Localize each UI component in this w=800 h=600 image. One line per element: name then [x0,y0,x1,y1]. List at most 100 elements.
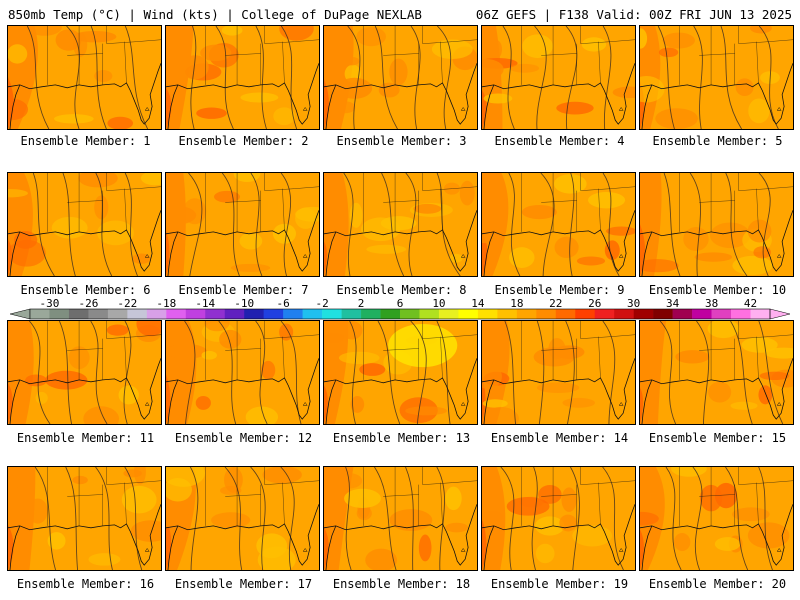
geopotential-contour [410,321,427,424]
state-border [106,26,161,44]
geopotential-contour [602,173,620,276]
colorbar-tick-label: 6 [396,297,404,310]
lake-okeechobee [144,547,150,552]
temperature-blob [230,263,271,272]
ensemble-member-label: Ensemble Member: 8 [336,283,467,297]
state-border [541,348,577,351]
colorbar-right-arrow [769,308,790,320]
geopotential-contour [405,173,417,276]
temperature-blob [342,56,360,66]
temperature-blob [749,26,772,34]
geopotential-contour [436,467,445,570]
temperature-blob [295,207,317,229]
temperature-blob [335,101,356,114]
temperature-blob [535,543,555,564]
temperature-map [482,173,635,276]
colorbar-segment [263,309,284,319]
temperature-blob [731,507,770,522]
state-border [264,467,319,485]
colorbar-segment [107,309,128,319]
geopotential-contour [184,321,196,424]
geopotential-contour [602,467,624,570]
temperature-blob [658,47,679,58]
ensemble-member-label: Ensemble Member: 16 [16,577,155,591]
temperature-blob [359,363,386,376]
model-run-info: 06Z GEFS | F138 Valid: 00Z FRI JUN 13 20… [475,7,792,22]
temperature-blob [107,116,134,129]
ensemble-member-label: Ensemble Member: 19 [490,577,629,591]
temperature-blob [8,98,29,121]
geopotential-contour [374,467,397,570]
ensemble-member-label: Ensemble Member: 11 [16,431,155,445]
geopotential-contour [665,467,682,570]
state-border [225,348,261,351]
temperature-map [8,467,161,570]
temperature-blob [262,467,302,484]
temperature-blob [97,220,134,246]
hot-region [324,527,329,570]
geopotential-contour [26,26,50,129]
coastline-west [167,379,179,424]
ensemble-member-label: Ensemble Member: 17 [174,577,313,591]
geopotential-contour [602,26,612,129]
temperature-blob [389,58,408,86]
temperature-blob [482,406,520,424]
temperature-map [166,26,319,129]
colorbar-segment [477,309,498,319]
geopotential-contour [758,321,784,424]
geopotential-contour [90,26,107,129]
geopotential-contour [602,321,616,424]
lake-okeechobee [302,547,308,552]
temperature-blob [612,86,635,99]
coastline-west [325,231,337,276]
warm-region [482,173,509,276]
temperature-blob [279,323,294,341]
hot-region [8,382,13,424]
state-border [541,200,577,203]
temperature-blob [8,239,46,267]
temperature-blob [257,546,296,570]
temperature-blob [431,39,473,60]
temperature-blob [562,397,596,408]
ensemble-member-label: Ensemble Member: 9 [494,283,625,297]
temperature-blob [78,173,118,188]
map-title: 850mb Temp (°C) | Wind (kts) | College o… [8,7,422,22]
lake-okeechobee [618,401,624,406]
state-border [756,188,759,230]
geopotential-contour [534,26,547,129]
temperature-blob [211,512,251,528]
temperature-map [8,173,161,276]
hot-region [8,524,14,570]
temperature-blob [134,467,146,485]
state-border [124,188,127,230]
temperature-blob [166,467,205,487]
geopotential-contour [32,173,55,276]
colorbar-tick-label: 30 [627,297,641,310]
temperature-blob [219,486,242,495]
geopotential-contour [124,467,143,570]
temperature-blob [758,385,773,405]
geopotential-contour [65,467,79,570]
hot-region [640,529,644,570]
colorbar-segment [731,309,751,319]
geopotential-contour [218,321,237,424]
geopotential-contour [221,173,240,276]
temperature-blob [604,240,620,261]
temperature-blob [27,498,48,524]
geopotential-contour [280,26,298,129]
ensemble-member-label: Ensemble Member: 18 [332,577,471,591]
coastline [166,504,319,566]
state-border [383,53,419,56]
state-border [282,41,285,83]
state-border [598,41,601,83]
temperature-blob [709,222,751,249]
temperature-blob [272,223,297,244]
state-border [580,26,635,44]
temperature-blob [166,510,192,529]
geopotential-contour [215,26,234,129]
map-background [8,321,161,424]
ensemble-member-panel [165,320,320,425]
geopotential-contour [280,467,295,570]
coastline [324,63,477,125]
state-border [756,336,759,378]
